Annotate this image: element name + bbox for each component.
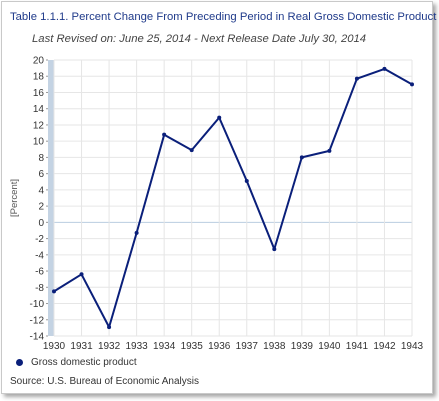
x-tick-label: 1939 xyxy=(291,341,314,352)
x-tick-label: 1941 xyxy=(346,341,369,352)
chart-card: Table 1.1.1. Percent Change From Precedi… xyxy=(1,1,437,394)
x-tick-label: 1934 xyxy=(153,341,176,352)
legend-label: Gross domestic product xyxy=(31,357,137,368)
y-tick-label: -8 xyxy=(35,283,44,294)
source-note: Source: U.S. Bureau of Economic Analysis xyxy=(10,376,199,387)
chart-subtitle: Last Revised on: June 25, 2014 - Next Re… xyxy=(32,33,367,45)
data-point xyxy=(327,148,332,153)
y-tick-label: -2 xyxy=(35,234,44,245)
data-point xyxy=(244,178,249,183)
y-tick-label: -4 xyxy=(35,250,44,261)
y-tick-label: 18 xyxy=(33,72,45,83)
series-line xyxy=(53,67,413,329)
data-point xyxy=(162,132,167,137)
y-tick-label: 12 xyxy=(33,120,45,131)
data-point xyxy=(52,289,56,294)
x-tick-label: 1930 xyxy=(43,341,66,352)
y-tick-label: 20 xyxy=(33,56,45,67)
data-point xyxy=(189,148,194,153)
data-point xyxy=(272,247,277,252)
y-axis-label: [Percent] xyxy=(9,179,20,217)
y-tick-label: 0 xyxy=(38,218,44,229)
x-tick-label: 1937 xyxy=(236,341,259,352)
x-tick-label: 1943 xyxy=(401,341,424,352)
x-tick-label: 1932 xyxy=(98,341,121,352)
x-tick-label: 1933 xyxy=(125,341,148,352)
y-tick-label: -6 xyxy=(35,267,44,278)
x-tick-label: 1940 xyxy=(318,341,341,352)
y-tick-label: 10 xyxy=(33,137,45,148)
legend-marker xyxy=(16,359,23,366)
data-point xyxy=(299,155,304,160)
data-point xyxy=(382,66,387,71)
y-tick-label: 6 xyxy=(38,169,44,180)
y-axis-band xyxy=(48,60,54,336)
data-point xyxy=(354,76,359,81)
y-tick-label: -14 xyxy=(30,332,45,343)
y-tick-label: -12 xyxy=(30,315,45,326)
y-tick-label: 14 xyxy=(33,104,45,115)
x-tick-label: 1938 xyxy=(263,341,286,352)
y-tick-label: 16 xyxy=(33,88,45,99)
y-tick-label: -10 xyxy=(30,299,45,310)
x-tick-label: 1942 xyxy=(373,341,396,352)
data-point xyxy=(217,115,222,120)
line-chart: -14 -12 -10 -8 -6 -4 -2 0 2 4 6 8 10 12 14 16 18 20 1930 19… xyxy=(9,56,424,353)
data-point xyxy=(79,272,84,277)
y-tick-label: 2 xyxy=(38,202,44,213)
legend[interactable]: Gross domestic product xyxy=(16,357,137,368)
y-tick-label: 4 xyxy=(38,185,44,196)
data-point xyxy=(410,82,414,87)
y-tick-label: 8 xyxy=(38,153,44,164)
data-point xyxy=(107,325,112,330)
x-tick-label: 1936 xyxy=(208,341,231,352)
chart-title: Table 1.1.1. Percent Change From Precedi… xyxy=(10,11,437,23)
x-tick-label: 1931 xyxy=(70,341,93,352)
data-point xyxy=(134,230,139,235)
x-tick-label: 1935 xyxy=(181,341,204,352)
